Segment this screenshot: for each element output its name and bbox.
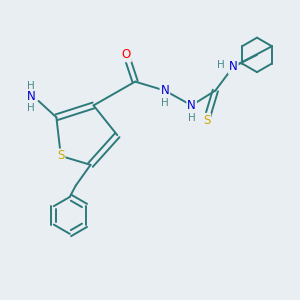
Text: O: O bbox=[122, 48, 131, 62]
Text: N: N bbox=[160, 84, 169, 97]
Text: N: N bbox=[187, 99, 196, 112]
Text: H: H bbox=[27, 103, 35, 113]
Text: H: H bbox=[27, 81, 35, 91]
Text: H: H bbox=[188, 113, 196, 123]
Text: N: N bbox=[27, 90, 35, 103]
Text: S: S bbox=[57, 149, 64, 162]
Text: H: H bbox=[161, 98, 169, 108]
Text: S: S bbox=[203, 114, 210, 127]
Text: H: H bbox=[217, 60, 225, 70]
Text: N: N bbox=[229, 60, 238, 73]
